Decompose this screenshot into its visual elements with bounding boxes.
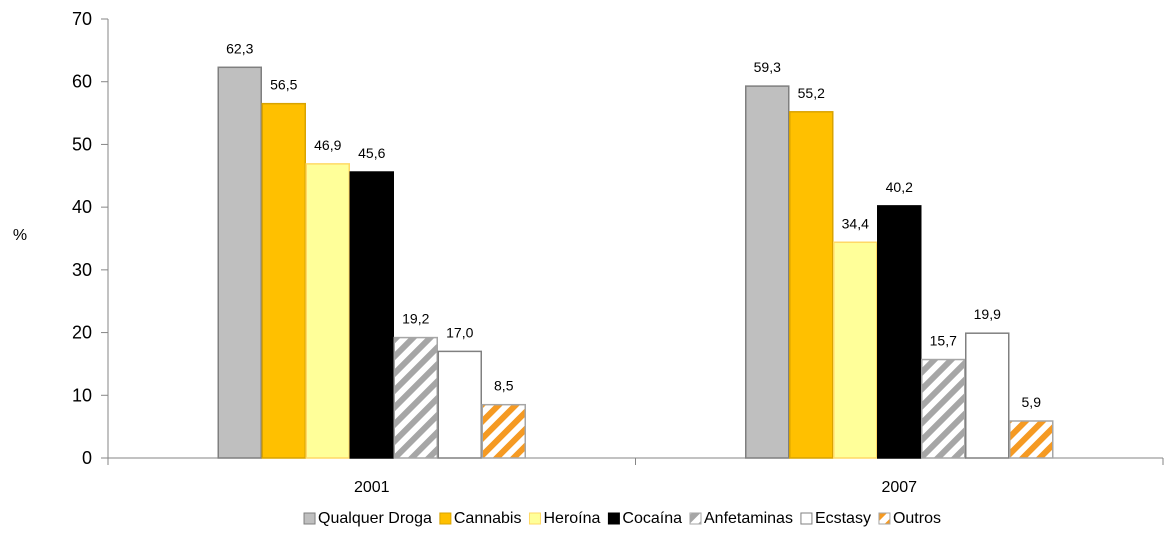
y-tick-label: 40 (72, 197, 92, 217)
y-tick-label: 70 (72, 9, 92, 29)
legend-swatch (439, 512, 452, 525)
bar (305, 163, 350, 459)
axes: 0 10 20 30 40 50 60 70% 2001 2007 (13, 9, 1164, 496)
legend-swatch (528, 512, 541, 525)
legend-item: Outros (878, 510, 941, 527)
legend-label: Cannabis (454, 510, 522, 527)
legend-label: Heroína (543, 510, 600, 527)
data-label: 56,5 (270, 77, 297, 93)
data-labels: 62,3 56,5 46,9 45,6 19,2 17,0 8,5 59,3 55,2 34,4 4… (226, 40, 1041, 410)
x-category-label: 2007 (881, 479, 917, 496)
legend-swatch (878, 512, 891, 525)
legend-item: Cannabis (439, 510, 522, 527)
data-label: 46,9 (314, 137, 341, 153)
data-label: 34,4 (842, 215, 869, 231)
bar (921, 358, 966, 459)
data-label: 8,5 (494, 378, 514, 394)
legend-swatch (689, 512, 702, 525)
legend-label: Qualquer Droga (318, 510, 432, 527)
bar (789, 111, 834, 459)
bar (217, 66, 262, 459)
y-tick-label: 50 (72, 134, 92, 154)
x-category-label: 2001 (354, 479, 390, 496)
legend-swatch (303, 512, 316, 525)
y-tick-label: 60 (72, 72, 92, 92)
y-tick-label: 0 (82, 448, 92, 468)
data-label: 15,7 (930, 333, 957, 349)
data-label: 19,2 (402, 311, 429, 327)
legend-swatch (800, 512, 813, 525)
y-tick-label: 30 (72, 260, 92, 280)
legend-label: Outros (893, 510, 941, 527)
bars (217, 66, 1054, 459)
data-label: 17,0 (446, 324, 473, 340)
legend-label: Cocaína (622, 510, 682, 527)
bar (965, 332, 1010, 459)
data-label: 40,2 (886, 179, 913, 195)
bar (1009, 420, 1054, 459)
legend-item: Qualquer Droga (303, 510, 432, 527)
legend-swatch (607, 512, 620, 525)
data-label: 19,9 (974, 306, 1001, 322)
y-tick-label: 20 (72, 323, 92, 343)
bar (833, 241, 878, 459)
bar (393, 336, 438, 459)
data-label: 55,2 (798, 85, 825, 101)
legend-label: Ecstasy (815, 510, 871, 527)
data-label: 62,3 (226, 40, 253, 56)
legend-item: Ecstasy (800, 510, 871, 527)
bar (481, 403, 526, 459)
bar (437, 350, 482, 459)
legend-label: Anfetaminas (704, 510, 793, 527)
bar (745, 85, 790, 459)
bar (877, 205, 922, 459)
data-label: 59,3 (754, 59, 781, 75)
legend-item: Cocaína (607, 510, 682, 527)
data-label: 45,6 (358, 145, 385, 161)
legend-item: Anfetaminas (689, 510, 793, 527)
data-label: 5,9 (1022, 394, 1042, 410)
legend: Qualquer Droga Cannabis Heroína Cocaína Anfe… (303, 510, 941, 527)
bar (349, 171, 394, 459)
y-tick-label: 10 (72, 385, 92, 405)
bar (261, 102, 306, 459)
y-axis-title: % (13, 227, 27, 244)
legend-item: Heroína (528, 510, 601, 527)
